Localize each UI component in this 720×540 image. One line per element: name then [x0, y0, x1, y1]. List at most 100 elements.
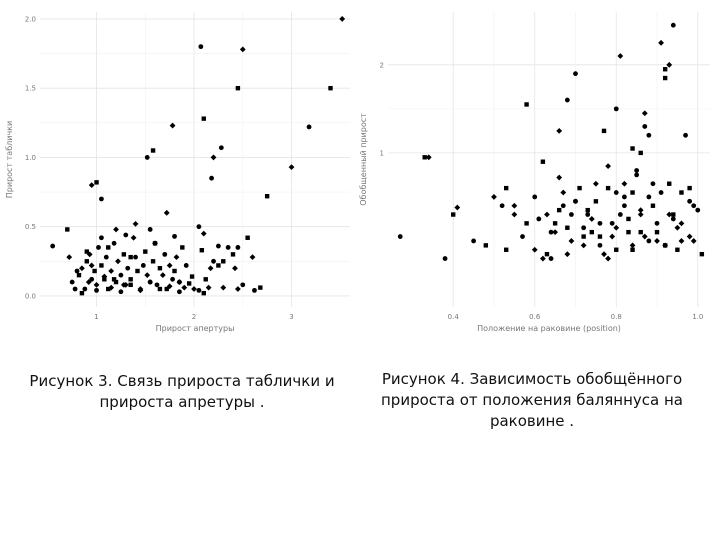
data-point — [288, 164, 295, 171]
data-point — [172, 233, 177, 239]
data-point — [132, 221, 139, 227]
data-point — [687, 198, 693, 204]
data-point — [143, 249, 148, 254]
data-point — [137, 287, 144, 294]
data-point — [573, 198, 578, 204]
data-point — [84, 259, 89, 264]
data-point — [120, 281, 127, 288]
y-tick-label: 1 — [380, 149, 384, 157]
data-point — [180, 245, 185, 250]
data-point — [240, 282, 246, 288]
data-point — [560, 189, 567, 196]
data-point — [568, 238, 575, 244]
data-point — [597, 220, 603, 226]
x-axis-title: Положение на раковине (position) — [477, 324, 621, 333]
x-tick-label: 0.4 — [448, 313, 460, 321]
data-point — [140, 263, 146, 268]
data-point — [128, 282, 133, 288]
caption-line: прироста от положения баляннуса на — [381, 391, 683, 409]
data-point — [79, 290, 85, 296]
caption-line: Рисунок 4. Зависимость обобщённого — [381, 370, 683, 388]
data-point — [74, 268, 80, 274]
data-point — [540, 159, 546, 164]
data-point — [524, 221, 529, 226]
data-point — [199, 248, 205, 253]
data-point — [125, 265, 131, 271]
data-point — [695, 207, 701, 213]
data-point — [102, 277, 107, 282]
data-point — [556, 127, 563, 134]
data-point — [601, 251, 607, 258]
data-point — [207, 265, 214, 272]
data-point — [113, 226, 119, 233]
data-point — [634, 168, 640, 173]
data-point — [637, 211, 644, 218]
data-point — [511, 211, 518, 218]
data-point — [671, 212, 676, 217]
data-point — [118, 272, 124, 278]
plot-panel — [40, 12, 350, 307]
data-point — [425, 154, 432, 161]
data-point — [592, 180, 599, 187]
data-point — [621, 180, 628, 187]
data-point — [115, 258, 121, 265]
data-point — [666, 61, 673, 68]
data-point — [258, 285, 263, 290]
data-point — [613, 106, 619, 112]
data-point — [93, 281, 100, 288]
data-point — [172, 268, 177, 274]
data-points — [50, 16, 346, 296]
data-point — [626, 216, 631, 222]
data-point — [605, 185, 611, 191]
y-tick-label: 2.0 — [25, 15, 36, 23]
data-point — [101, 273, 108, 280]
data-point — [642, 124, 648, 129]
data-point — [173, 254, 180, 261]
data-point — [622, 203, 627, 209]
data-point — [215, 243, 221, 249]
data-point — [211, 258, 216, 264]
data-point — [556, 207, 562, 213]
data-point — [654, 229, 660, 235]
data-point — [128, 254, 133, 260]
x-tick-label: 1 — [94, 313, 98, 321]
data-point — [641, 110, 648, 117]
data-point — [108, 284, 115, 291]
data-point — [135, 268, 140, 274]
data-point — [123, 232, 129, 238]
data-point — [128, 277, 133, 282]
data-point — [552, 221, 558, 226]
data-point — [201, 116, 206, 121]
data-point — [200, 230, 207, 237]
data-point — [252, 287, 257, 293]
data-point — [66, 254, 73, 261]
y-axis-title: Прирост таблички — [5, 121, 14, 198]
data-point — [589, 229, 594, 235]
data-point — [588, 216, 595, 222]
data-point — [532, 194, 538, 200]
scatter-plot-svg: 1 2 3 0.0 0.5 1.0 1.5 2.0 Прирост апертуры Прирос… — [5, 12, 350, 333]
data-point — [92, 268, 97, 274]
data-point — [152, 240, 158, 247]
data-point — [556, 174, 563, 181]
data-point — [504, 247, 509, 252]
data-point — [666, 211, 673, 218]
data-point — [504, 185, 509, 191]
y-tick-label: 0.5 — [25, 223, 36, 231]
x-tick-label: 0.6 — [529, 313, 541, 321]
data-point — [569, 212, 574, 217]
data-point — [210, 154, 217, 161]
data-point — [675, 247, 680, 252]
data-point — [646, 238, 652, 244]
data-point — [593, 199, 599, 204]
y-tick-label: 1.5 — [25, 85, 36, 93]
data-point — [225, 245, 231, 250]
data-point — [76, 272, 82, 278]
data-point — [103, 254, 109, 260]
data-point — [613, 224, 620, 231]
data-point — [605, 255, 612, 262]
data-point — [235, 85, 241, 91]
data-point — [634, 172, 640, 178]
data-point — [232, 265, 238, 272]
data-point — [79, 265, 85, 272]
